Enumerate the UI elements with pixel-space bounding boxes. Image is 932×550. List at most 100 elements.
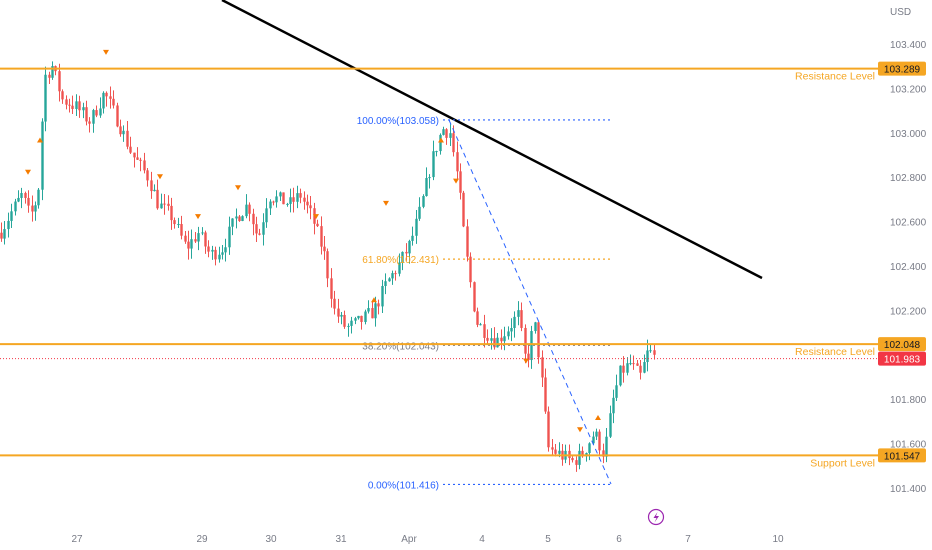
candle-body <box>3 229 6 239</box>
candle-body <box>109 96 112 99</box>
sell-signal-marker <box>25 169 31 175</box>
candle-body <box>571 458 574 461</box>
candle-body <box>279 192 282 197</box>
candle-body <box>92 110 95 124</box>
candle-body <box>163 203 166 205</box>
fib-level-label: 61.80%(102.431) <box>362 255 439 266</box>
level-lines[interactable]: Resistance Level Resistance Level Support … <box>0 67 878 470</box>
signal-markers <box>25 49 601 433</box>
candle-body <box>143 160 146 171</box>
candle-body <box>486 337 489 341</box>
fibonacci-retracement[interactable]: 100.00%(103.058) 61.80%(102.431) 38.20%(10… <box>357 116 613 492</box>
candle-body <box>609 413 612 437</box>
candle-body <box>588 443 591 454</box>
candle-body <box>357 315 360 319</box>
candle-body <box>224 247 227 253</box>
candle-body <box>513 316 516 328</box>
candle-body <box>20 193 23 198</box>
candle-body <box>136 157 139 160</box>
candle-body <box>520 310 523 328</box>
candle-body <box>360 315 363 322</box>
candle-body <box>415 218 418 236</box>
level-label: Resistance Level <box>795 346 875 358</box>
candle-body <box>292 197 295 202</box>
candle-body <box>639 365 642 373</box>
candle-body <box>48 74 51 78</box>
candle-body <box>211 249 214 252</box>
candle-body <box>7 220 10 230</box>
candle-body <box>418 206 421 219</box>
candle-body <box>167 203 170 206</box>
candle-body <box>401 251 404 263</box>
candle-body <box>116 105 119 127</box>
candle-body <box>534 322 537 332</box>
candle-body <box>547 411 550 448</box>
candle-body <box>350 320 353 326</box>
candle-body <box>605 436 608 457</box>
candle-body <box>119 126 122 135</box>
candle-body <box>180 224 183 236</box>
event-icon[interactable] <box>647 508 665 526</box>
level-price-value: 102.048 <box>884 340 921 351</box>
candle-body <box>326 251 329 279</box>
candle-body <box>201 232 204 234</box>
x-tick-label: 5 <box>545 534 551 545</box>
candle-body <box>517 310 520 317</box>
candle-body <box>398 262 401 274</box>
candle-body <box>381 286 384 307</box>
candle-body <box>422 196 425 207</box>
candle-body <box>496 337 499 348</box>
candlestick-series <box>0 61 656 472</box>
candle-body <box>68 104 71 106</box>
candle-body <box>197 233 200 242</box>
trend-line[interactable] <box>221 0 763 280</box>
candle-body <box>289 197 292 204</box>
fib-level-label: 0.00%(101.416) <box>368 480 439 491</box>
last-price-value: 101.983 <box>884 355 921 366</box>
sell-signal-marker <box>235 185 241 191</box>
y-tick-label: 102.600 <box>890 218 927 229</box>
candle-body <box>581 450 584 457</box>
candle-body <box>439 134 442 152</box>
candle-body <box>34 205 37 212</box>
level-price-badge <box>878 61 926 76</box>
candle-body <box>27 197 30 206</box>
candle-body <box>323 246 326 252</box>
candle-body <box>333 298 336 309</box>
candle-body <box>255 224 258 234</box>
candle-body <box>139 159 142 161</box>
candle-body <box>99 108 102 116</box>
candle-body <box>575 460 578 465</box>
candle-body <box>31 205 34 212</box>
candle-body <box>306 201 309 206</box>
candle-body <box>214 249 217 260</box>
candle-body <box>85 107 88 122</box>
candle-body <box>507 331 510 337</box>
buy-signal-marker <box>371 297 377 303</box>
candle-body <box>469 256 472 283</box>
candle-body <box>272 201 275 203</box>
candle-body <box>462 192 465 227</box>
y-tick-label: 101.400 <box>890 484 927 495</box>
level-label: Resistance Level <box>795 71 875 83</box>
candle-body <box>58 71 61 92</box>
y-tick-label: 102.800 <box>890 173 927 184</box>
fib-level-label: 38.20%(102.043) <box>362 341 439 352</box>
candle-body <box>228 226 231 248</box>
candle-body <box>408 240 411 254</box>
candle-body <box>37 189 40 206</box>
candle-body <box>473 282 476 312</box>
candle-body <box>190 239 193 249</box>
candle-body <box>384 281 387 287</box>
sell-signal-marker <box>103 49 109 55</box>
candle-body <box>405 251 408 254</box>
y-tick-label: 102.200 <box>890 306 927 317</box>
candle-body <box>551 447 554 450</box>
candle-body <box>354 318 357 321</box>
candle-body <box>653 350 656 355</box>
candle-body <box>235 216 238 219</box>
candle-body <box>17 197 20 202</box>
candle-body <box>340 314 343 317</box>
candle-body <box>262 222 265 235</box>
